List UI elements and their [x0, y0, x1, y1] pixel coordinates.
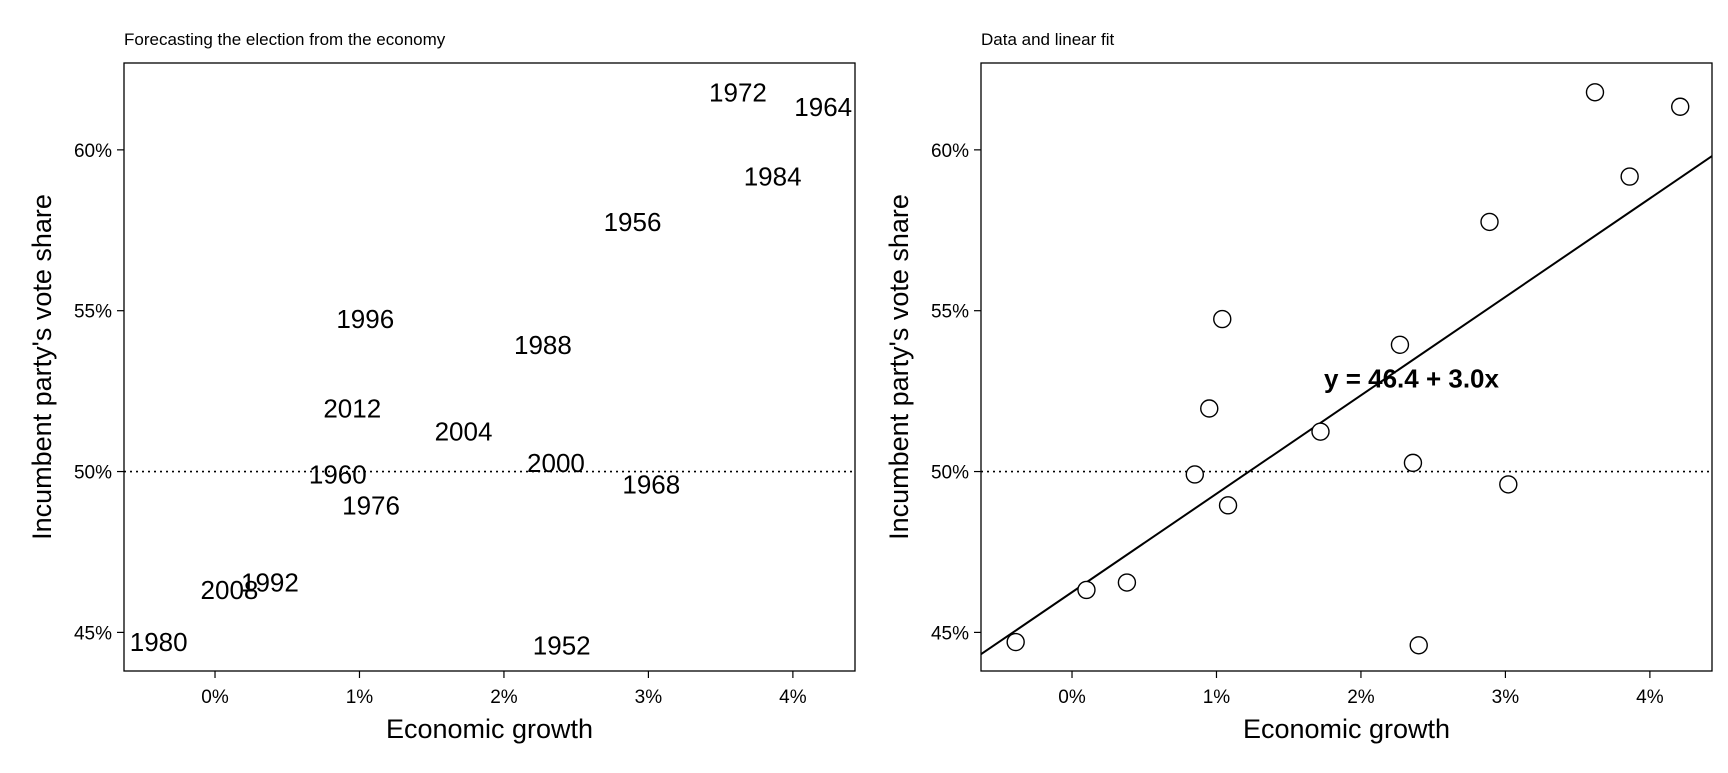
- year-label-2012: 2012: [323, 393, 381, 423]
- left-x-axis-label: Economic growth: [386, 714, 593, 744]
- data-point: [1185, 465, 1205, 484]
- data-point: [1006, 632, 1025, 652]
- right-y-tick-label: 45%: [931, 623, 969, 644]
- year-label-2000: 2000: [527, 448, 585, 478]
- right-y-axis-label: Incumbent party's vote share: [884, 194, 914, 540]
- year-label-1988: 1988: [514, 330, 572, 360]
- left-y-tick-label: 45%: [74, 623, 112, 644]
- left-chart-title: Forecasting the election from the econom…: [124, 30, 446, 49]
- left-y-tick-label: 50%: [74, 463, 112, 484]
- left-x-tick-label: 0%: [201, 687, 229, 708]
- year-label-1984: 1984: [744, 162, 802, 192]
- right-y-tick-label: 55%: [931, 302, 969, 323]
- year-label-1968: 1968: [622, 469, 680, 499]
- data-point: [1585, 83, 1605, 102]
- data-point: [1200, 399, 1219, 418]
- year-label-1960: 1960: [309, 459, 367, 489]
- year-label-1996: 1996: [336, 304, 394, 334]
- data-point: [1218, 496, 1238, 515]
- right-x-tick-label: 3%: [1492, 687, 1520, 708]
- data-point: [1671, 97, 1690, 116]
- right-x-tick-label: 4%: [1636, 687, 1664, 708]
- year-label-2008: 2008: [201, 575, 259, 605]
- data-point: [1117, 573, 1137, 592]
- year-label-1964: 1964: [794, 92, 852, 122]
- left-y-tick-label: 55%: [74, 302, 112, 323]
- year-label-1992: 1992: [241, 568, 299, 598]
- data-point: [1213, 309, 1232, 329]
- left-y-axis-label: Incumbent party's vote share: [27, 194, 57, 540]
- right-y-tick-label: 50%: [931, 463, 969, 484]
- left-x-tick-label: 2%: [490, 687, 518, 708]
- left-x-tick-label: 3%: [635, 687, 663, 708]
- right-x-axis-label: Economic growth: [1243, 714, 1450, 744]
- right-y-tick-label: 60%: [931, 141, 969, 162]
- right-fit-line: [980, 155, 1713, 656]
- right-x-tick-label: 2%: [1347, 687, 1375, 708]
- left-x-tick-label: 4%: [779, 687, 807, 708]
- fit-equation-label: y = 46.4 + 3.0x: [1324, 363, 1499, 393]
- year-label-1976: 1976: [342, 490, 400, 520]
- data-point: [1390, 335, 1410, 355]
- right-plot-frame: [980, 62, 1713, 672]
- data-point: [1403, 453, 1423, 473]
- right-data-points: [1006, 83, 1690, 655]
- left-year-labels: 1952 1956 1960 1964 1968 1972 1976 1980 1984 1988…: [130, 77, 852, 660]
- left-panel: Forecasting the election from the econom…: [27, 30, 856, 744]
- left-x-axis-ticks: 0% 1% 2% 3% 4%: [201, 671, 807, 708]
- left-y-tick-label: 60%: [74, 141, 112, 162]
- right-x-axis-ticks: 0% 1% 2% 3% 4%: [1058, 671, 1664, 708]
- left-y-axis-ticks: 45% 50% 55% 60%: [74, 141, 124, 644]
- left-x-tick-label: 1%: [346, 687, 374, 708]
- data-point: [1620, 167, 1639, 186]
- right-chart-title: Data and linear fit: [981, 30, 1115, 49]
- year-label-1956: 1956: [604, 207, 662, 237]
- right-annotation: y = 46.4 + 3.0x: [1324, 363, 1499, 393]
- data-point: [1409, 636, 1428, 655]
- right-x-tick-label: 1%: [1203, 687, 1231, 708]
- right-x-tick-label: 0%: [1058, 687, 1086, 708]
- year-label-2004: 2004: [435, 417, 493, 447]
- data-point: [1311, 422, 1330, 441]
- data-point: [1480, 212, 1499, 232]
- data-point: [1077, 580, 1096, 600]
- year-label-1952: 1952: [533, 630, 591, 660]
- left-plot-frame: [123, 62, 856, 672]
- data-point: [1499, 475, 1518, 494]
- right-y-axis-ticks: 45% 50% 55% 60%: [931, 141, 981, 644]
- regression-line: [980, 155, 1713, 656]
- year-label-1972: 1972: [709, 77, 767, 107]
- right-panel: Data and linear fit 0% 1% 2% 3% 4% 45% 50% 55%…: [884, 30, 1713, 744]
- year-label-1980: 1980: [130, 627, 188, 657]
